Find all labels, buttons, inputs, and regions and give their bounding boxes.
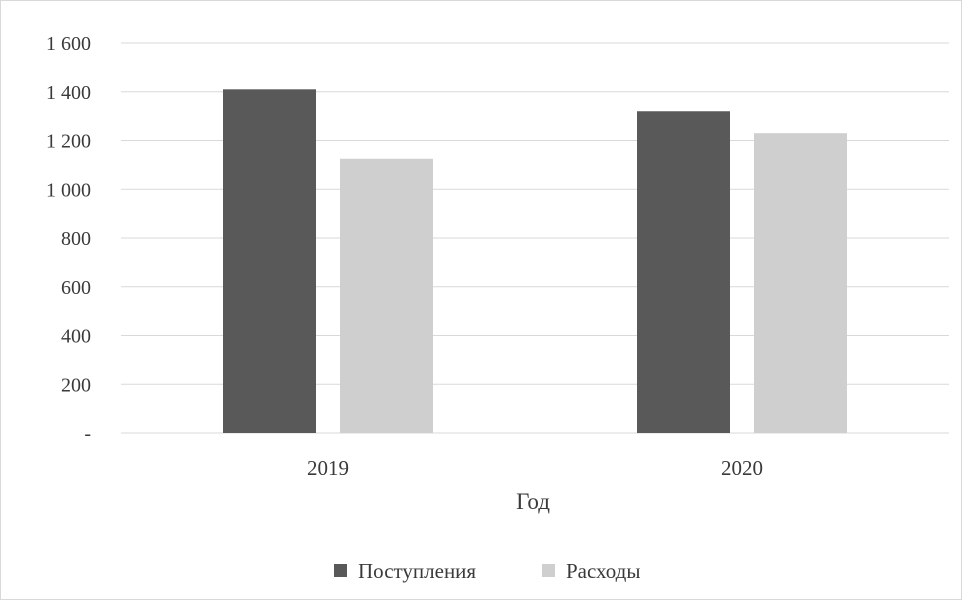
legend-swatch [542, 564, 555, 577]
bar-raskhody-2020 [754, 133, 847, 433]
x-tick-label: 2020 [721, 456, 763, 480]
legend-label: Поступления [358, 559, 476, 583]
x-axis-tick-labels: 2019 2020 [307, 456, 763, 480]
y-tick-label: 1 000 [46, 179, 91, 201]
y-tick-label: 800 [61, 228, 91, 250]
y-tick-label: 1 200 [46, 131, 91, 153]
y-tick-label: 1 400 [46, 82, 91, 104]
bars [223, 89, 847, 433]
y-tick-label: 400 [61, 326, 91, 348]
legend: Поступления Расходы [334, 559, 640, 583]
y-tick-label: 600 [61, 277, 91, 299]
y-tick-label: 200 [61, 374, 91, 396]
y-tick-label: - [84, 423, 91, 445]
bar-postupleniya-2020 [637, 111, 730, 433]
legend-label: Расходы [566, 559, 640, 583]
legend-swatch [334, 564, 347, 577]
y-tick-label: 1 600 [46, 33, 91, 55]
bar-postupleniya-2019 [223, 89, 316, 433]
x-axis-title: Год [516, 489, 550, 514]
bar-raskhody-2019 [340, 158, 433, 433]
y-axis-tick-labels: - 200 400 600 800 1 000 1 200 1 400 1 600 [46, 33, 91, 445]
x-tick-label: 2019 [307, 456, 349, 480]
